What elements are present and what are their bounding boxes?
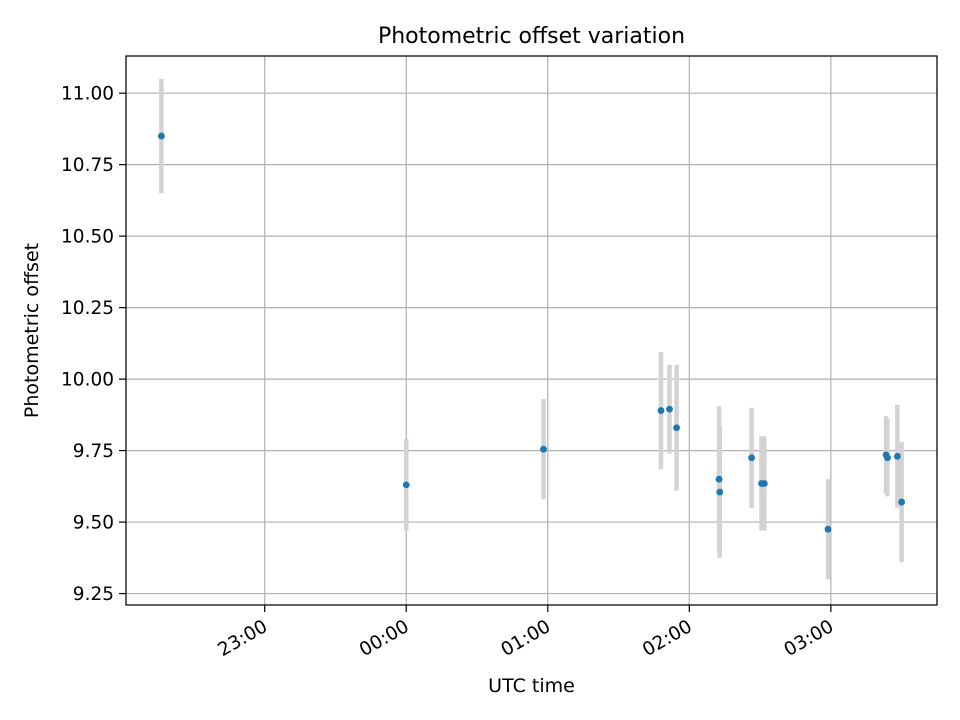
data-point [824,525,832,533]
y-axis-label: Photometric offset [21,243,43,418]
y-tick-label: 9.50 [73,513,114,534]
grid [126,56,937,605]
data-point [893,452,901,460]
y-tick-label: 10.75 [61,155,114,176]
data-point [715,475,723,483]
data-point [760,480,768,487]
data-point [157,132,165,140]
y-tick-label: 9.75 [73,441,114,462]
data-point [657,407,665,414]
data-points [157,132,906,533]
data-point [716,488,724,496]
plot-frame [125,55,938,606]
x-axis-label: UTC time [488,675,575,697]
data-point [666,405,673,413]
data-point [898,498,906,506]
y-tick-label: 10.50 [61,227,114,248]
chart-title: Photometric offset variation [378,24,685,49]
y-tick-label: 9.25 [73,584,114,605]
data-point [884,454,891,462]
y-tick-label: 10.00 [61,370,114,391]
data-point [402,481,410,489]
data-point [540,445,547,453]
data-point [673,424,680,432]
data-point [748,454,755,462]
y-tick-label: 11.00 [61,84,114,105]
y-tick-label: 10.25 [61,298,114,319]
